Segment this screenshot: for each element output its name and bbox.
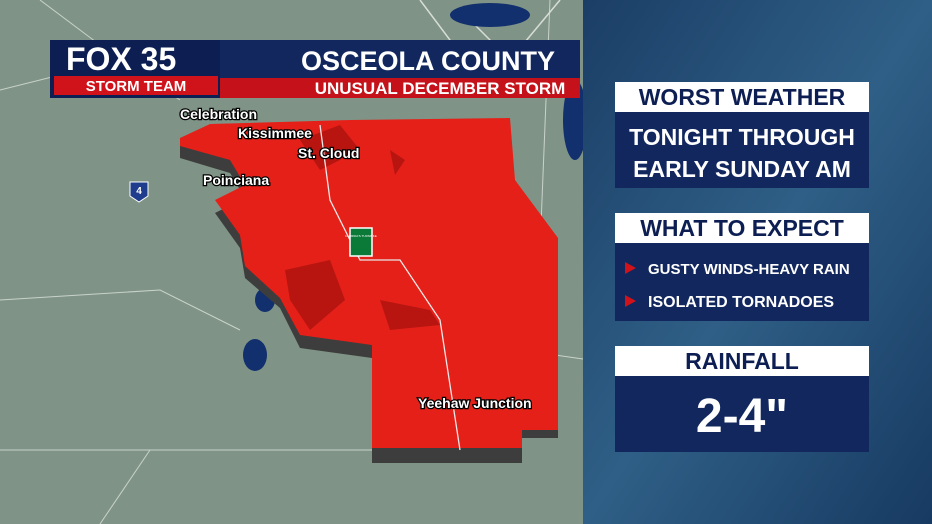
turnpike-road bbox=[319, 124, 461, 451]
bullet bbox=[625, 262, 636, 274]
place-label: Kissimmee bbox=[238, 125, 312, 141]
title: OSCEOLA COUNTY bbox=[301, 46, 555, 76]
lakes-in-county bbox=[285, 125, 440, 330]
expect-item: GUSTY WINDS-HEAVY RAIN bbox=[648, 261, 850, 278]
expect-item: ISOLATED TORNADOES bbox=[648, 294, 834, 311]
bullet bbox=[625, 295, 636, 307]
lake bbox=[563, 80, 587, 160]
panel-title: RAINFALL bbox=[685, 348, 799, 374]
logo: FOX 35 bbox=[66, 41, 176, 77]
county bbox=[180, 118, 558, 448]
panel-text: EARLY SUNDAY AM bbox=[633, 156, 851, 182]
panel-header bbox=[615, 82, 869, 112]
interstate-shield bbox=[129, 181, 149, 203]
lake bbox=[450, 3, 530, 27]
brand-bar bbox=[54, 76, 218, 95]
interstate-label: 4 bbox=[136, 186, 142, 197]
lake bbox=[243, 339, 267, 371]
brand: STORM TEAM bbox=[86, 78, 187, 95]
place-label: Poinciana bbox=[203, 172, 269, 188]
panel-title: WORST WEATHER bbox=[639, 84, 846, 110]
rain-amount: 2-4" bbox=[696, 390, 788, 443]
place-label: St. Cloud bbox=[298, 145, 359, 161]
panel-text: TONIGHT THROUGH bbox=[629, 124, 855, 150]
panel-header bbox=[615, 346, 869, 376]
turnpike-shield bbox=[349, 227, 373, 257]
panel-header bbox=[615, 213, 869, 243]
panel-title: WHAT TO EXPECT bbox=[640, 215, 844, 241]
place-label: Yeehaw Junction bbox=[418, 395, 532, 411]
subtitle: UNUSUAL DECEMBER STORM bbox=[315, 79, 566, 98]
turnpike-label: FLORIDA'S TURNPIKE bbox=[345, 234, 377, 238]
place-label: Celebration bbox=[180, 106, 257, 122]
